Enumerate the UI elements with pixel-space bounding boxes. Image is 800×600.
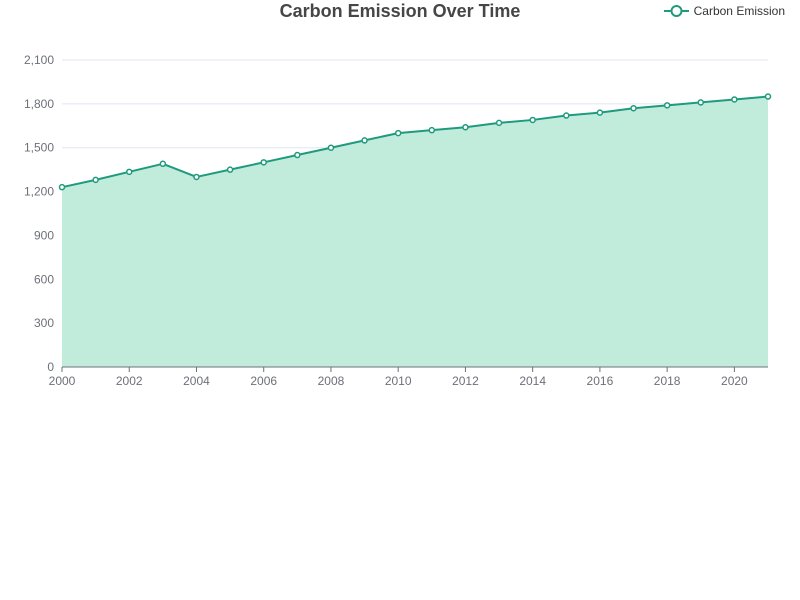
data-point[interactable] (428, 126, 436, 134)
x-tick-label: 2016 (587, 374, 614, 388)
x-tick-label: 2018 (654, 374, 681, 388)
axes (61, 366, 768, 372)
data-point[interactable] (495, 119, 503, 127)
area-layer (62, 96, 768, 368)
data-point[interactable] (596, 109, 604, 116)
y-tick-label: 900 (34, 228, 54, 242)
y-tick-label: 1,200 (24, 185, 54, 199)
legend[interactable]: Carbon Emission (663, 4, 785, 18)
x-tick-label: 2010 (385, 374, 412, 388)
x-tick-label: 2014 (519, 374, 546, 388)
x-tick-label: 2000 (49, 374, 76, 388)
data-point[interactable] (529, 116, 536, 124)
x-tick-label: 2002 (116, 374, 143, 388)
series-area (62, 96, 768, 368)
data-point[interactable] (630, 104, 637, 112)
data-point[interactable] (764, 93, 772, 100)
data-point[interactable] (462, 123, 469, 131)
x-tick-label: 2004 (183, 374, 210, 388)
data-point[interactable] (193, 173, 200, 181)
data-point[interactable] (394, 129, 402, 137)
x-tick-label: 2008 (318, 374, 345, 388)
x-tick-label: 2020 (721, 374, 748, 388)
data-point[interactable] (731, 96, 738, 103)
series-line (61, 95, 769, 189)
data-point[interactable] (125, 168, 133, 176)
y-tick-label: 1,500 (24, 141, 54, 155)
data-point[interactable] (361, 137, 368, 144)
y-tick-label: 600 (34, 272, 54, 286)
data-point[interactable] (563, 112, 570, 119)
y-tick-labels: 0 300 600 900 1,200 1,500 1,800 2,100 (24, 53, 54, 374)
data-point[interactable] (327, 144, 335, 151)
points-layer (58, 93, 772, 191)
data-point[interactable] (697, 99, 705, 106)
y-tick-label: 1,800 (24, 97, 54, 111)
data-point[interactable] (294, 151, 301, 159)
data-point[interactable] (260, 159, 267, 166)
x-tick-label: 2006 (250, 374, 277, 388)
data-point[interactable] (663, 102, 671, 109)
line-layer (61, 95, 769, 189)
legend-label: Carbon Emission (693, 4, 785, 18)
y-tick-label: 2,100 (24, 53, 54, 67)
x-tick-labels: 2000 2002 2004 2006 2008 2010 2012 2014 2016 2018… (49, 374, 748, 388)
chart-title: Carbon Emission Over Time (279, 1, 521, 21)
legend-line-icon (663, 5, 689, 17)
data-point[interactable] (226, 166, 234, 173)
y-tick-label: 0 (47, 360, 54, 374)
x-tick-label: 2012 (452, 374, 479, 388)
y-tick-label: 300 (34, 316, 54, 330)
data-point[interactable] (92, 176, 99, 184)
data-point[interactable] (58, 183, 66, 191)
data-point[interactable] (159, 160, 167, 168)
